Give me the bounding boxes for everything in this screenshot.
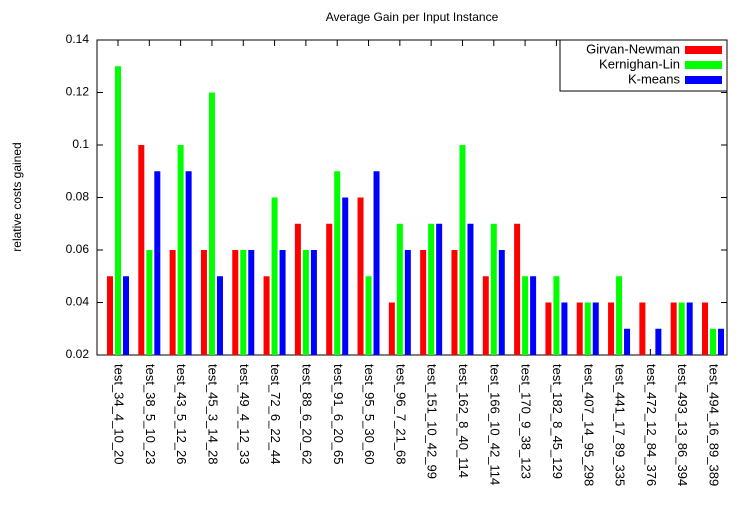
bar bbox=[154, 171, 161, 355]
bar bbox=[459, 145, 466, 355]
x-tick-label: test_151_10_42_99 bbox=[425, 364, 440, 479]
bar bbox=[373, 171, 380, 355]
bar bbox=[115, 66, 121, 355]
x-tick-label: test_407_14_95_298 bbox=[581, 364, 596, 486]
bar bbox=[584, 302, 591, 355]
bar bbox=[263, 276, 270, 355]
y-tick-label: 0.06 bbox=[66, 242, 90, 256]
legend-label: Girvan-Newman bbox=[586, 41, 680, 56]
bar bbox=[530, 276, 537, 355]
bar bbox=[357, 197, 364, 355]
y-tick-label: 0.02 bbox=[66, 347, 90, 361]
bar bbox=[123, 276, 129, 355]
bar bbox=[490, 223, 497, 355]
x-tick-label: test_170_9_38_123 bbox=[519, 364, 534, 479]
legend-swatch bbox=[685, 46, 722, 54]
x-tick-label: test_88_6_20_62 bbox=[299, 364, 314, 464]
x-tick-label: test_162_8_40_114 bbox=[456, 364, 471, 478]
bar bbox=[396, 223, 403, 355]
bar bbox=[482, 276, 489, 355]
bar bbox=[514, 223, 521, 355]
bar bbox=[107, 276, 113, 355]
legend-swatch bbox=[685, 76, 722, 84]
x-tick-label: test_182_8_45_129 bbox=[550, 364, 565, 479]
bar bbox=[271, 197, 278, 355]
x-tick-label: test_45_3_14_28 bbox=[206, 364, 221, 464]
bar bbox=[718, 328, 724, 355]
bar bbox=[592, 302, 599, 355]
bar bbox=[561, 302, 568, 355]
bar bbox=[576, 302, 583, 355]
bar bbox=[240, 250, 247, 355]
x-tick-label: test_72_6_22_44 bbox=[268, 364, 283, 464]
bar bbox=[498, 250, 505, 355]
x-tick-label: test_96_7_21_68 bbox=[393, 364, 408, 464]
bar bbox=[436, 223, 443, 355]
bar bbox=[169, 250, 176, 355]
bar bbox=[334, 171, 341, 355]
chart-title: Average Gain per Input Instance bbox=[326, 10, 499, 24]
bar bbox=[279, 250, 286, 355]
bar bbox=[310, 250, 317, 355]
bar bbox=[616, 276, 623, 355]
bar bbox=[678, 302, 685, 355]
y-tick-label: 0.04 bbox=[66, 295, 90, 309]
bar bbox=[248, 250, 255, 355]
x-tick-label: test_441_17_89_335 bbox=[613, 364, 628, 486]
bar bbox=[138, 145, 145, 355]
bar bbox=[302, 250, 309, 355]
x-tick-label: test_493_13_86_394 bbox=[675, 364, 690, 486]
x-tick-label: test_494_16_89_389 bbox=[707, 364, 722, 486]
x-tick-label: test_472_12_84_376 bbox=[644, 364, 659, 486]
x-tick-label: test_95_5_30_60 bbox=[362, 364, 377, 464]
bar bbox=[428, 223, 435, 355]
bar bbox=[294, 223, 301, 355]
bar bbox=[655, 328, 662, 355]
bar bbox=[624, 328, 631, 355]
bar bbox=[177, 145, 184, 355]
y-tick-label: 0.12 bbox=[66, 85, 90, 99]
y-axis-label: relative costs gained bbox=[10, 142, 24, 251]
bar bbox=[208, 92, 215, 355]
legend-label: K-means bbox=[628, 71, 681, 86]
bar bbox=[710, 328, 716, 355]
x-tick-label: test_91_6_20_65 bbox=[331, 364, 346, 464]
bar bbox=[608, 302, 615, 355]
bar bbox=[545, 302, 552, 355]
legend-swatch bbox=[685, 61, 722, 69]
x-tick-label: test_43_5_12_26 bbox=[174, 364, 189, 464]
x-tick-label: test_38_5_10_23 bbox=[143, 364, 158, 464]
bar bbox=[420, 250, 427, 355]
legend-label: Kernighan-Lin bbox=[599, 56, 680, 71]
bar bbox=[522, 276, 529, 355]
bar bbox=[686, 302, 693, 355]
bar bbox=[702, 302, 708, 355]
x-tick-label: test_166_10_42_114 bbox=[487, 364, 502, 485]
bar bbox=[185, 171, 192, 355]
bar bbox=[342, 197, 349, 355]
y-tick-label: 0.1 bbox=[72, 137, 89, 151]
bar bbox=[326, 223, 333, 355]
x-tick-label: test_34_4_10_20 bbox=[112, 364, 127, 464]
bar bbox=[639, 302, 646, 355]
bar bbox=[670, 302, 677, 355]
y-tick-label: 0.14 bbox=[66, 32, 90, 46]
bar bbox=[553, 276, 560, 355]
bar bbox=[232, 250, 239, 355]
bar bbox=[451, 250, 458, 355]
bar bbox=[388, 302, 395, 355]
x-tick-label: test_49_4_12_33 bbox=[237, 364, 252, 464]
bar bbox=[216, 276, 223, 355]
bar bbox=[404, 250, 411, 355]
bar bbox=[146, 250, 153, 355]
bar bbox=[365, 276, 372, 355]
bar bbox=[200, 250, 207, 355]
bar bbox=[467, 223, 474, 355]
y-tick-label: 0.08 bbox=[66, 190, 90, 204]
